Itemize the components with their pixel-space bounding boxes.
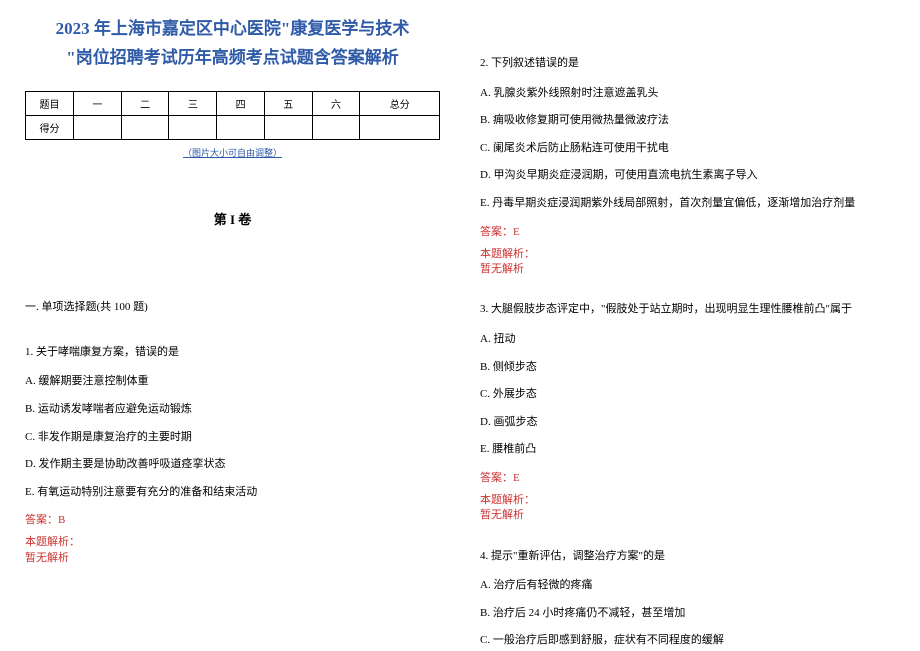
option-b: B. 治疗后 24 小时疼痛仍不减轻，甚至增加 [480, 605, 895, 623]
table-cell: 六 [312, 91, 360, 115]
document-title: 2023 年上海市嘉定区中心医院"康复医学与技术 "岗位招聘考试历年高频考点试题… [25, 15, 440, 73]
option-c: C. 非发作期是康复治疗的主要时期 [25, 429, 440, 447]
table-cell [121, 115, 169, 139]
title-line-1: 2023 年上海市嘉定区中心医院"康复医学与技术 [25, 15, 440, 44]
table-cell-label: 得分 [26, 115, 74, 139]
analysis-text: 暂无解析 [25, 551, 440, 566]
option-c: C. 一般治疗后即感到舒服，症状有不同程度的缓解 [480, 632, 895, 650]
question-block: 1. 关于哮喘康复方案，错误的是 A. 缓解期要注意控制体重 B. 运动诱发哮喘… [25, 344, 440, 566]
question-block: 2. 下列叙述错误的是 A. 乳腺炎紫外线照射时注意遮盖乳头 B. 痈吸收修复期… [480, 55, 895, 277]
option-a: A. 缓解期要注意控制体重 [25, 373, 440, 391]
table-cell: 五 [264, 91, 312, 115]
answer-text: 答案：E [480, 469, 895, 485]
analysis-text: 暂无解析 [480, 508, 895, 523]
analysis-text: 暂无解析 [480, 262, 895, 277]
answer-text: 答案：E [480, 223, 895, 239]
option-a: A. 治疗后有轻微的疼痛 [480, 577, 895, 595]
table-cell: 三 [169, 91, 217, 115]
table-row: 题目 一 二 三 四 五 六 总分 [26, 91, 440, 115]
table-cell [217, 115, 265, 139]
option-a: A. 扭动 [480, 331, 895, 349]
option-c: C. 外展步态 [480, 386, 895, 404]
option-b: B. 侧倾步态 [480, 359, 895, 377]
question-block: 3. 大腿假肢步态评定中，"假肢处于站立期时，出现明显生理性腰椎前凸"属于 A.… [480, 301, 895, 523]
table-cell: 四 [217, 91, 265, 115]
question-block: 4. 提示"重新评估，调整治疗方案"的是 A. 治疗后有轻微的疼痛 B. 治疗后… [480, 548, 895, 650]
question-stem: 4. 提示"重新评估，调整治疗方案"的是 [480, 548, 895, 566]
table-cell: 一 [74, 91, 122, 115]
option-b: B. 痈吸收修复期可使用微热量微波疗法 [480, 112, 895, 130]
option-c: C. 阑尾炎术后防止肠粘连可使用干扰电 [480, 140, 895, 158]
answer-text: 答案：B [25, 511, 440, 527]
option-e: E. 有氧运动特别注意要有充分的准备和结束活动 [25, 484, 440, 502]
question-stem: 3. 大腿假肢步态评定中，"假肢处于站立期时，出现明显生理性腰椎前凸"属于 [480, 301, 895, 319]
table-cell: 二 [121, 91, 169, 115]
question-stem: 1. 关于哮喘康复方案，错误的是 [25, 344, 440, 362]
table-cell [312, 115, 360, 139]
option-d: D. 发作期主要是协助改善呼吸道痉挛状态 [25, 456, 440, 474]
table-cell [74, 115, 122, 139]
title-line-2: "岗位招聘考试历年高频考点试题含答案解析 [25, 44, 440, 73]
analysis-label: 本题解析： [25, 535, 440, 550]
option-b: B. 运动诱发哮喘者应避免运动锻炼 [25, 401, 440, 419]
option-e: E. 丹毒早期炎症浸润期紫外线局部照射，首次剂量宜偏低，逐渐增加治疗剂量 [480, 195, 895, 213]
option-d: D. 甲沟炎早期炎症浸润期，可使用直流电抗生素离子导入 [480, 167, 895, 185]
analysis-label: 本题解析： [480, 493, 895, 508]
table-cell-label: 题目 [26, 91, 74, 115]
table-cell: 总分 [360, 91, 440, 115]
question-stem: 2. 下列叙述错误的是 [480, 55, 895, 73]
table-row: 得分 [26, 115, 440, 139]
option-d: D. 画弧步态 [480, 414, 895, 432]
table-cell [264, 115, 312, 139]
option-e: E. 腰椎前凸 [480, 441, 895, 459]
table-cell [169, 115, 217, 139]
volume-title: 第 I 卷 [25, 209, 440, 228]
analysis-label: 本题解析： [480, 247, 895, 262]
table-note: （图片大小可自由调整） [25, 146, 440, 159]
section-heading: 一. 单项选择题(共 100 题) [25, 298, 440, 314]
table-cell [360, 115, 440, 139]
option-a: A. 乳腺炎紫外线照射时注意遮盖乳头 [480, 85, 895, 103]
score-table: 题目 一 二 三 四 五 六 总分 得分 [25, 91, 440, 140]
